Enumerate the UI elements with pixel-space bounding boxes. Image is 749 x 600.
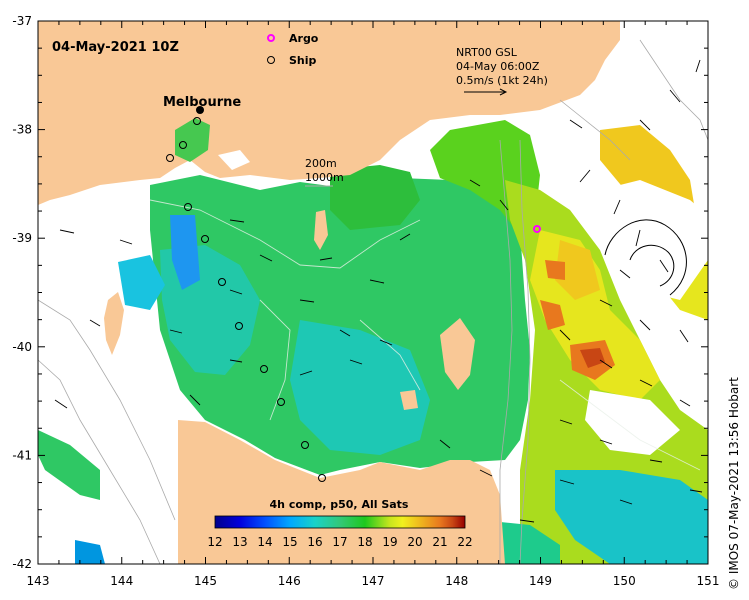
lon-tick-label: 149 xyxy=(529,574,552,588)
argo-float-marker xyxy=(533,225,541,233)
lon-tick-label: 144 xyxy=(110,574,133,588)
lat-tick-label: -39 xyxy=(12,231,32,245)
lat-tick-label: -40 xyxy=(12,340,32,354)
current-reference-line1: NRT00 GSL xyxy=(456,46,518,59)
melbourne-marker xyxy=(196,106,204,114)
current-reference-legend: NRT00 GSL 04-May 06:00Z 0.5m/s (1kt 24h) xyxy=(456,46,548,96)
axis-ticks xyxy=(37,20,709,565)
lon-tick-label: 143 xyxy=(27,574,50,588)
bathymetry-contours xyxy=(38,39,708,564)
colorbar-tick-label: 14 xyxy=(257,535,272,549)
port-phillip-bay xyxy=(175,118,210,162)
colorbar: 4h comp, p50, All Sats 12 13 14 15 16 17 18 19 2… xyxy=(207,498,472,549)
lon-tick-label: 146 xyxy=(278,574,301,588)
argo-legend-icon xyxy=(267,34,275,42)
colorbar-gradient xyxy=(214,515,466,529)
latitude-tick-labels: -37 -38 -39 -40 -41 -42 xyxy=(12,14,32,571)
argo-legend-label: Argo xyxy=(289,32,319,45)
sst-isotherms xyxy=(149,199,701,471)
city-label-melbourne: Melbourne xyxy=(163,95,241,110)
ship-positions xyxy=(166,117,326,482)
isobath-legend: 200m 1000m xyxy=(305,157,344,187)
longitude-tick-labels: 143 144 145 146 147 148 149 150 151 xyxy=(27,574,720,588)
lon-tick-label: 150 xyxy=(613,574,636,588)
lat-tick-label: -42 xyxy=(12,557,32,571)
eddy-circulation xyxy=(604,219,687,296)
lon-tick-label: 151 xyxy=(697,574,720,588)
current-reference-line3: 0.5m/s (1kt 24h) xyxy=(456,74,548,87)
lon-tick-label: 145 xyxy=(194,574,217,588)
lat-tick-label: -37 xyxy=(12,14,32,28)
colorbar-tick-label: 12 xyxy=(207,535,222,549)
colorbar-tick-labels: 12 13 14 15 16 17 18 19 20 21 22 xyxy=(207,535,472,549)
colorbar-tick-label: 15 xyxy=(282,535,297,549)
colorbar-tick-label: 16 xyxy=(307,535,322,549)
current-reference-line2: 04-May 06:00Z xyxy=(456,60,540,73)
colorbar-tick-label: 13 xyxy=(232,535,247,549)
colorbar-tick-label: 22 xyxy=(457,535,472,549)
credit-label: © IMOS 07-May-2021 13:56 Hobart xyxy=(727,377,741,590)
colorbar-tick-label: 17 xyxy=(332,535,347,549)
map-date-label: 04-May-2021 10Z xyxy=(52,40,179,55)
colorbar-tick-label: 18 xyxy=(357,535,372,549)
isobath-200-label: 200m xyxy=(305,157,337,170)
colorbar-tick-label: 20 xyxy=(407,535,422,549)
ship-legend-icon xyxy=(267,56,275,64)
ship-legend-label: Ship xyxy=(289,54,317,67)
sst-field xyxy=(38,120,708,564)
colorbar-title: 4h comp, p50, All Sats xyxy=(270,498,409,511)
lon-tick-label: 147 xyxy=(362,574,385,588)
marker-legend: Argo Ship xyxy=(267,32,319,67)
current-vectors xyxy=(54,59,703,523)
lat-tick-label: -41 xyxy=(12,448,32,462)
isobath-1000-label: 1000m xyxy=(305,171,344,184)
lon-tick-label: 148 xyxy=(445,574,468,588)
colorbar-tick-label: 21 xyxy=(432,535,447,549)
colorbar-tick-label: 19 xyxy=(382,535,397,549)
lat-tick-label: -38 xyxy=(12,123,32,137)
